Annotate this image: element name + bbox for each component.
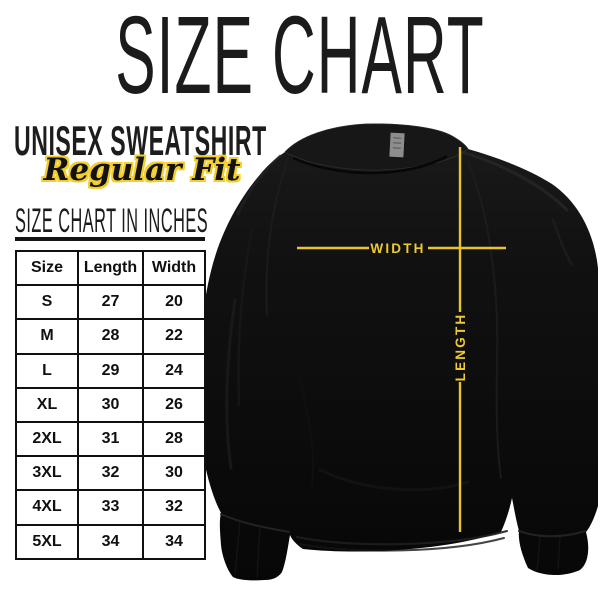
table-cell: 2XL xyxy=(15,420,79,458)
measurement-lines xyxy=(297,147,506,532)
table-cell: L xyxy=(15,352,79,389)
table-cell: XL xyxy=(15,386,79,423)
table-cell: 30 xyxy=(142,455,206,492)
table-cell: 33 xyxy=(77,489,144,526)
sweatshirt-body xyxy=(197,123,599,581)
table-row: 2XL 31 28 xyxy=(15,420,206,458)
table-row: M 28 22 xyxy=(15,318,206,355)
table-heading: SIZE CHART IN INCHES xyxy=(15,202,209,241)
table-cell: 24 xyxy=(142,352,206,389)
size-table: Size Length Width S 27 20 M 28 22 L 29 2… xyxy=(15,249,206,560)
table-cell: 27 xyxy=(77,284,144,321)
table-cell: 22 xyxy=(142,318,206,355)
table-cell: M xyxy=(15,318,79,355)
table-cell: 30 xyxy=(77,386,144,423)
table-cell: 28 xyxy=(142,420,206,458)
table-row: XL 30 26 xyxy=(15,386,206,423)
table-cell: 34 xyxy=(142,523,206,560)
table-row: 5XL 34 34 xyxy=(15,523,206,560)
table-cell: 32 xyxy=(142,489,206,526)
width-label: WIDTH xyxy=(370,241,425,256)
table-cell: S xyxy=(15,284,79,321)
brand-tag xyxy=(389,132,405,158)
table-cell: 32 xyxy=(77,455,144,492)
table-row: 4XL 33 32 xyxy=(15,489,206,526)
collar xyxy=(284,123,469,171)
collar-seam xyxy=(292,154,448,175)
page-title: SIZE CHART xyxy=(115,0,485,117)
table-header-row: Size Length Width xyxy=(15,249,206,287)
table-cell: 5XL xyxy=(15,523,79,560)
col-header-width: Width xyxy=(142,249,206,287)
length-label: LENGTH xyxy=(453,313,468,382)
table-cell: 31 xyxy=(77,420,144,458)
table-row: S 27 20 xyxy=(15,284,206,321)
fabric-folds xyxy=(220,150,586,578)
table-cell: 29 xyxy=(77,352,144,389)
table-cell: 28 xyxy=(77,318,144,355)
table-row: 3XL 32 30 xyxy=(15,455,206,492)
table-cell: 4XL xyxy=(15,489,79,526)
col-header-size: Size xyxy=(15,249,79,287)
product-name: UNISEX SWEATSHIRT xyxy=(14,117,267,164)
table-row: L 29 24 xyxy=(15,352,206,389)
fit-subtitle: Regular Fit xyxy=(43,152,241,188)
table-cell: 34 xyxy=(77,523,144,560)
table-cell: 20 xyxy=(142,284,206,321)
col-header-length: Length xyxy=(77,249,144,287)
table-cell: 26 xyxy=(142,386,206,423)
table-cell: 3XL xyxy=(15,455,79,492)
